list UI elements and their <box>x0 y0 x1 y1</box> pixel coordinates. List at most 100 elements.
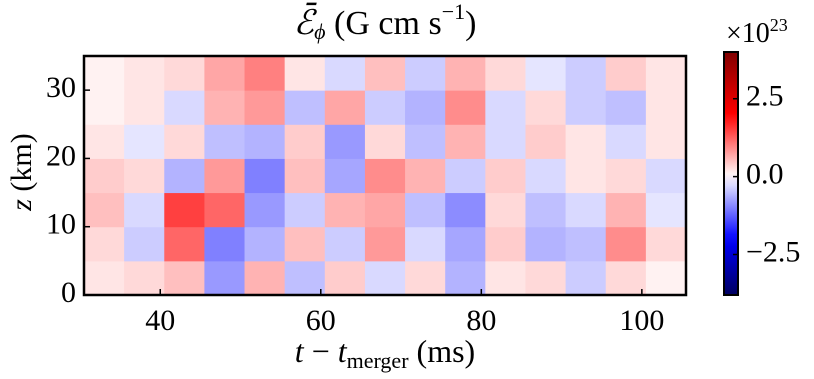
heatmap-cell <box>124 158 165 194</box>
heatmap-cell <box>84 226 125 262</box>
heatmap-cell <box>244 56 286 91</box>
plot-frame <box>82 54 688 297</box>
heatmap-cell <box>364 56 406 91</box>
heatmap-cell <box>164 260 205 296</box>
heatmap-cell <box>324 158 366 194</box>
heatmap-cell <box>364 124 406 159</box>
heatmap-cell <box>605 260 647 296</box>
heatmap-cell <box>525 90 567 125</box>
heatmap-cell <box>605 226 647 262</box>
heatmap-cell <box>445 56 486 91</box>
heatmap-cell <box>244 90 286 125</box>
heatmap-cell <box>84 158 125 194</box>
heatmap-cell <box>405 226 446 262</box>
x-tick-label: 100 <box>619 304 664 337</box>
heatmap-cell <box>324 226 366 262</box>
heatmap-cell <box>124 90 165 125</box>
heatmap-cell <box>364 226 406 262</box>
heatmap-cell <box>164 124 205 159</box>
heatmap-cell <box>204 90 246 125</box>
heatmap-cell <box>445 90 486 125</box>
heatmap-cell <box>204 124 246 159</box>
heatmap-cell <box>364 192 406 228</box>
heatmap-cell <box>485 56 526 91</box>
heatmap-cell <box>445 124 486 159</box>
y-axis-label: z (km) <box>5 133 38 212</box>
heatmap-cell <box>164 56 205 91</box>
heatmap-cell <box>364 90 406 125</box>
heatmap-cell <box>84 90 125 125</box>
heatmap-cell <box>445 260 486 296</box>
chart-title: ℰ̄ϕ (G cm s−1) <box>294 0 477 44</box>
heatmap-cell <box>204 226 246 262</box>
heatmap-cell <box>284 192 326 228</box>
title-part: ϕ <box>314 19 325 44</box>
title-part: −1 <box>442 0 465 24</box>
heatmap-cell <box>485 192 526 228</box>
heatmap-cell <box>124 226 165 262</box>
heatmap-cell <box>485 260 526 296</box>
title-part: (G cm s <box>326 5 442 42</box>
heatmap-cell <box>244 226 286 262</box>
heatmap-cell <box>204 158 246 194</box>
heatmap-cell <box>324 56 366 91</box>
y-tick-label: 0 <box>61 276 76 309</box>
heatmap-cell <box>164 192 205 228</box>
heatmap-cell <box>525 56 567 91</box>
heatmap-cell <box>364 260 406 296</box>
heatmap-cell <box>485 124 526 159</box>
heatmap-cell <box>84 260 125 296</box>
heatmap-cell <box>324 260 366 296</box>
heatmap-cell <box>284 90 326 125</box>
colorbar-tick-label: 0.0 <box>746 158 784 191</box>
y-tick-label: 30 <box>46 71 76 104</box>
heatmap-cell <box>124 124 165 159</box>
colorbar-offset: ×1023 <box>726 15 788 49</box>
heatmap-cell <box>124 56 165 91</box>
x-tick-label: 60 <box>306 304 336 337</box>
heatmap-cell <box>244 158 286 194</box>
heatmap-cell <box>645 158 687 194</box>
heatmap-cell <box>525 192 567 228</box>
heatmap-cell <box>364 158 406 194</box>
heatmap-cell <box>244 260 286 296</box>
xlabel-part: merger <box>347 348 410 373</box>
heatmap-cell <box>244 124 286 159</box>
heatmap-cell <box>565 260 607 296</box>
heatmap-cell <box>124 192 165 228</box>
heatmap-cell <box>525 158 567 194</box>
heatmap-cell <box>525 260 567 296</box>
heatmap-cell <box>645 124 687 159</box>
heatmap-cell <box>605 124 647 159</box>
heatmap-cell <box>565 192 607 228</box>
heatmap-cell <box>164 226 205 262</box>
heatmap-cell <box>405 192 446 228</box>
heatmap-cell <box>565 226 607 262</box>
heatmap-cell <box>284 56 326 91</box>
x-tick-label: 80 <box>466 304 496 337</box>
ylabel-part: (km) <box>5 133 38 199</box>
x-tick-label: 40 <box>145 304 175 337</box>
heatmap-cell <box>405 158 446 194</box>
heatmap-cell <box>84 124 125 159</box>
heatmap-cell <box>164 90 205 125</box>
y-tick-label: 20 <box>46 139 76 172</box>
heatmap-cell <box>645 90 687 125</box>
heatmap-cell <box>204 260 246 296</box>
heatmap-cells <box>84 56 687 296</box>
heatmap-cell <box>565 124 607 159</box>
colorbar <box>723 51 739 296</box>
heatmap-cell <box>485 90 526 125</box>
heatmap-cell <box>565 158 607 194</box>
heatmap-cell <box>445 226 486 262</box>
heatmap-cell <box>605 192 647 228</box>
heatmap-cell <box>324 192 366 228</box>
heatmap-cell <box>645 226 687 262</box>
heatmap-cell <box>565 56 607 91</box>
heatmap-cell <box>485 226 526 262</box>
xlabel-part: (ms) <box>409 333 476 369</box>
heatmap-cell <box>405 260 446 296</box>
heatmap-cell <box>645 260 687 296</box>
heatmap-cell <box>405 124 446 159</box>
